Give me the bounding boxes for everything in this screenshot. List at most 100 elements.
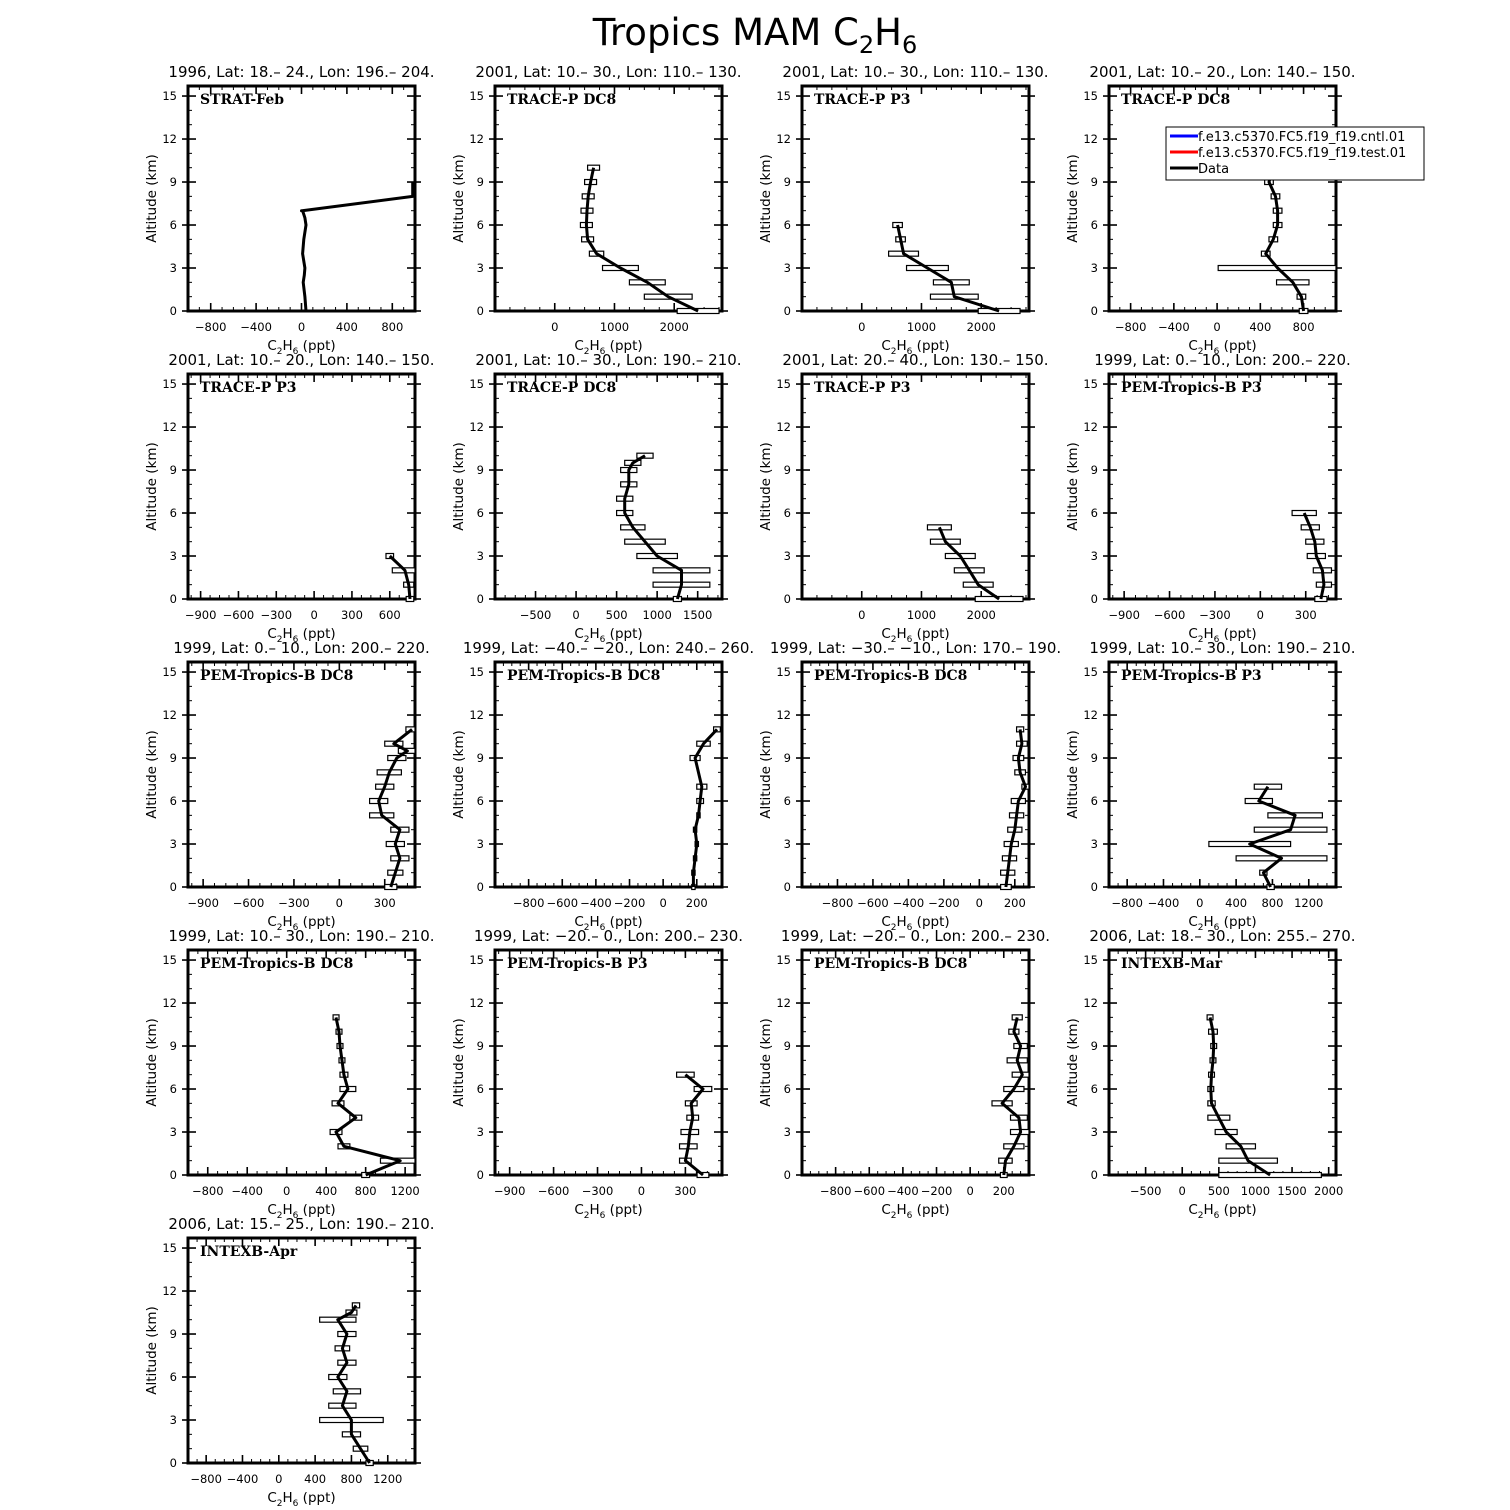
panel-label: PEM-Tropics-B DC8 xyxy=(814,956,967,972)
legend-label: Data xyxy=(1198,162,1229,177)
x-tick-label: −400 xyxy=(1158,320,1190,334)
y-tick-label: 3 xyxy=(170,261,177,275)
y-tick-label: 9 xyxy=(784,1039,791,1053)
x-axis-label: C2H6 (ppt) xyxy=(574,338,642,357)
x-tick-label: −300 xyxy=(1199,608,1231,622)
panel-label: TRACE-P P3 xyxy=(814,92,910,108)
data-profile-line xyxy=(1000,1017,1024,1176)
y-tick-label: 12 xyxy=(469,420,484,434)
data-profile-line xyxy=(388,554,412,600)
panel-13: 1999, Lat: 10.– 30., Lon: 190.– 210. 0 3 6 9… xyxy=(144,927,435,1221)
x-tick-label: 1000 xyxy=(1241,1184,1270,1198)
error-bar xyxy=(675,1071,695,1078)
y-tick-label: 9 xyxy=(784,175,791,189)
plot-frame xyxy=(1107,948,1338,1177)
x-tick-label: 1000 xyxy=(907,320,936,334)
x-tick-label: 500 xyxy=(606,608,628,622)
y-axis-label: Altitude (km) xyxy=(1065,730,1081,819)
y-tick-label: 6 xyxy=(1091,1082,1098,1096)
y-tick-label: 12 xyxy=(776,420,791,434)
data-profile-line xyxy=(377,728,413,888)
data-profile-line xyxy=(1302,512,1326,600)
plot-frame xyxy=(493,660,724,889)
y-tick-label: 12 xyxy=(1083,132,1098,146)
y-tick-label: 0 xyxy=(477,1168,484,1182)
data-profile-line xyxy=(584,167,699,313)
x-tick-label: 200 xyxy=(1004,896,1026,910)
panel-subtitle: 1999, Lat: 0.– 10., Lon: 200.– 220. xyxy=(1094,351,1351,369)
y-tick-label: 6 xyxy=(477,1082,484,1096)
y-tick-label: 15 xyxy=(162,665,177,679)
y-tick-label: 12 xyxy=(1083,996,1098,1010)
panel-subtitle: 2006, Lat: 18.– 30., Lon: 255.– 270. xyxy=(1089,927,1355,945)
panel-subtitle: 2001, Lat: 10.– 30., Lon: 110.– 130. xyxy=(475,63,741,81)
x-axis-label: C2H6 (ppt) xyxy=(267,626,335,645)
y-tick-label: 3 xyxy=(477,549,484,563)
x-tick-label: 1000 xyxy=(907,608,936,622)
x-tick-label: −400 xyxy=(240,320,272,334)
legend: f.e13.c5370.FC5.f19_f19.cntl.01f.e13.c53… xyxy=(1165,126,1425,181)
y-tick-label: 6 xyxy=(784,506,791,520)
y-tick-label: 9 xyxy=(170,751,177,765)
x-tick-label: 1200 xyxy=(373,1472,402,1486)
plot-frame xyxy=(186,660,417,889)
y-tick-label: 6 xyxy=(170,1082,177,1096)
y-axis-label: Altitude (km) xyxy=(451,442,467,531)
plot-frame xyxy=(493,948,724,1177)
x-tick-label: 800 xyxy=(355,1184,377,1198)
x-tick-label: 0 xyxy=(638,1184,645,1198)
x-tick-label: 800 xyxy=(1293,320,1315,334)
x-axis-label: C2H6 (ppt) xyxy=(1188,338,1256,357)
y-axis-label: Altitude (km) xyxy=(144,154,160,243)
x-tick-label: −800 xyxy=(1115,320,1147,334)
data-profile-line xyxy=(300,182,415,312)
y-tick-label: 12 xyxy=(776,708,791,722)
plot-frame xyxy=(800,84,1031,313)
y-tick-label: 0 xyxy=(477,304,484,318)
x-tick-label: −600 xyxy=(223,608,255,622)
x-axis-label: C2H6 (ppt) xyxy=(574,914,642,933)
y-tick-label: 6 xyxy=(477,794,484,808)
y-tick-label: 6 xyxy=(784,218,791,232)
x-tick-label: −400 xyxy=(893,896,925,910)
panel-subtitle: 2006, Lat: 15.– 25., Lon: 190.– 210. xyxy=(168,1215,434,1233)
y-tick-label: 0 xyxy=(170,304,177,318)
y-tick-label: 15 xyxy=(776,89,791,103)
y-tick-label: 12 xyxy=(776,996,791,1010)
y-tick-label: 15 xyxy=(776,377,791,391)
x-tick-label: 400 xyxy=(1249,320,1271,334)
y-tick-label: 12 xyxy=(469,132,484,146)
panel-subtitle: 2001, Lat: 10.– 30., Lon: 190.– 210. xyxy=(475,351,741,369)
panel-label: PEM-Tropics-B DC8 xyxy=(814,668,967,684)
data-profile-line xyxy=(1004,729,1027,888)
y-tick-label: 9 xyxy=(1091,751,1098,765)
panel-3: 2001, Lat: 10.– 30., Lon: 110.– 130. 0 3 6 9… xyxy=(758,63,1049,357)
plot-frame xyxy=(800,660,1031,889)
panel-11: 1999, Lat: −30.– −10., Lon: 170.– 190. 0 3… xyxy=(758,639,1061,933)
panel-6: 2001, Lat: 10.– 30., Lon: 190.– 210. 0 3 6 9… xyxy=(451,351,742,645)
y-tick-label: 15 xyxy=(162,89,177,103)
panel-label: TRACE-P P3 xyxy=(814,380,910,396)
panel-label: PEM-Tropics-B DC8 xyxy=(200,668,353,684)
panel-17: 2006, Lat: 15.– 25., Lon: 190.– 210. 0 3 6 9… xyxy=(144,1215,435,1509)
y-tick-label: 12 xyxy=(162,996,177,1010)
x-tick-label: −200 xyxy=(921,1184,953,1198)
x-tick-label: 200 xyxy=(993,1184,1015,1198)
x-tick-label: 300 xyxy=(341,608,363,622)
y-tick-label: 9 xyxy=(1091,175,1098,189)
x-tick-label: 0 xyxy=(298,320,305,334)
x-tick-label: 400 xyxy=(336,320,358,334)
y-axis-label: Altitude (km) xyxy=(451,730,467,819)
x-tick-label: 2000 xyxy=(967,320,996,334)
y-tick-label: 9 xyxy=(170,463,177,477)
x-tick-label: 0 xyxy=(310,608,317,622)
y-tick-label: 9 xyxy=(1091,463,1098,477)
x-tick-label: 0 xyxy=(551,320,558,334)
x-axis-label: C2H6 (ppt) xyxy=(267,1490,335,1509)
y-axis-label: Altitude (km) xyxy=(144,442,160,531)
data-profile-line xyxy=(623,454,683,600)
y-tick-label: 0 xyxy=(477,592,484,606)
y-tick-label: 15 xyxy=(469,377,484,391)
y-tick-label: 3 xyxy=(1091,1125,1098,1139)
